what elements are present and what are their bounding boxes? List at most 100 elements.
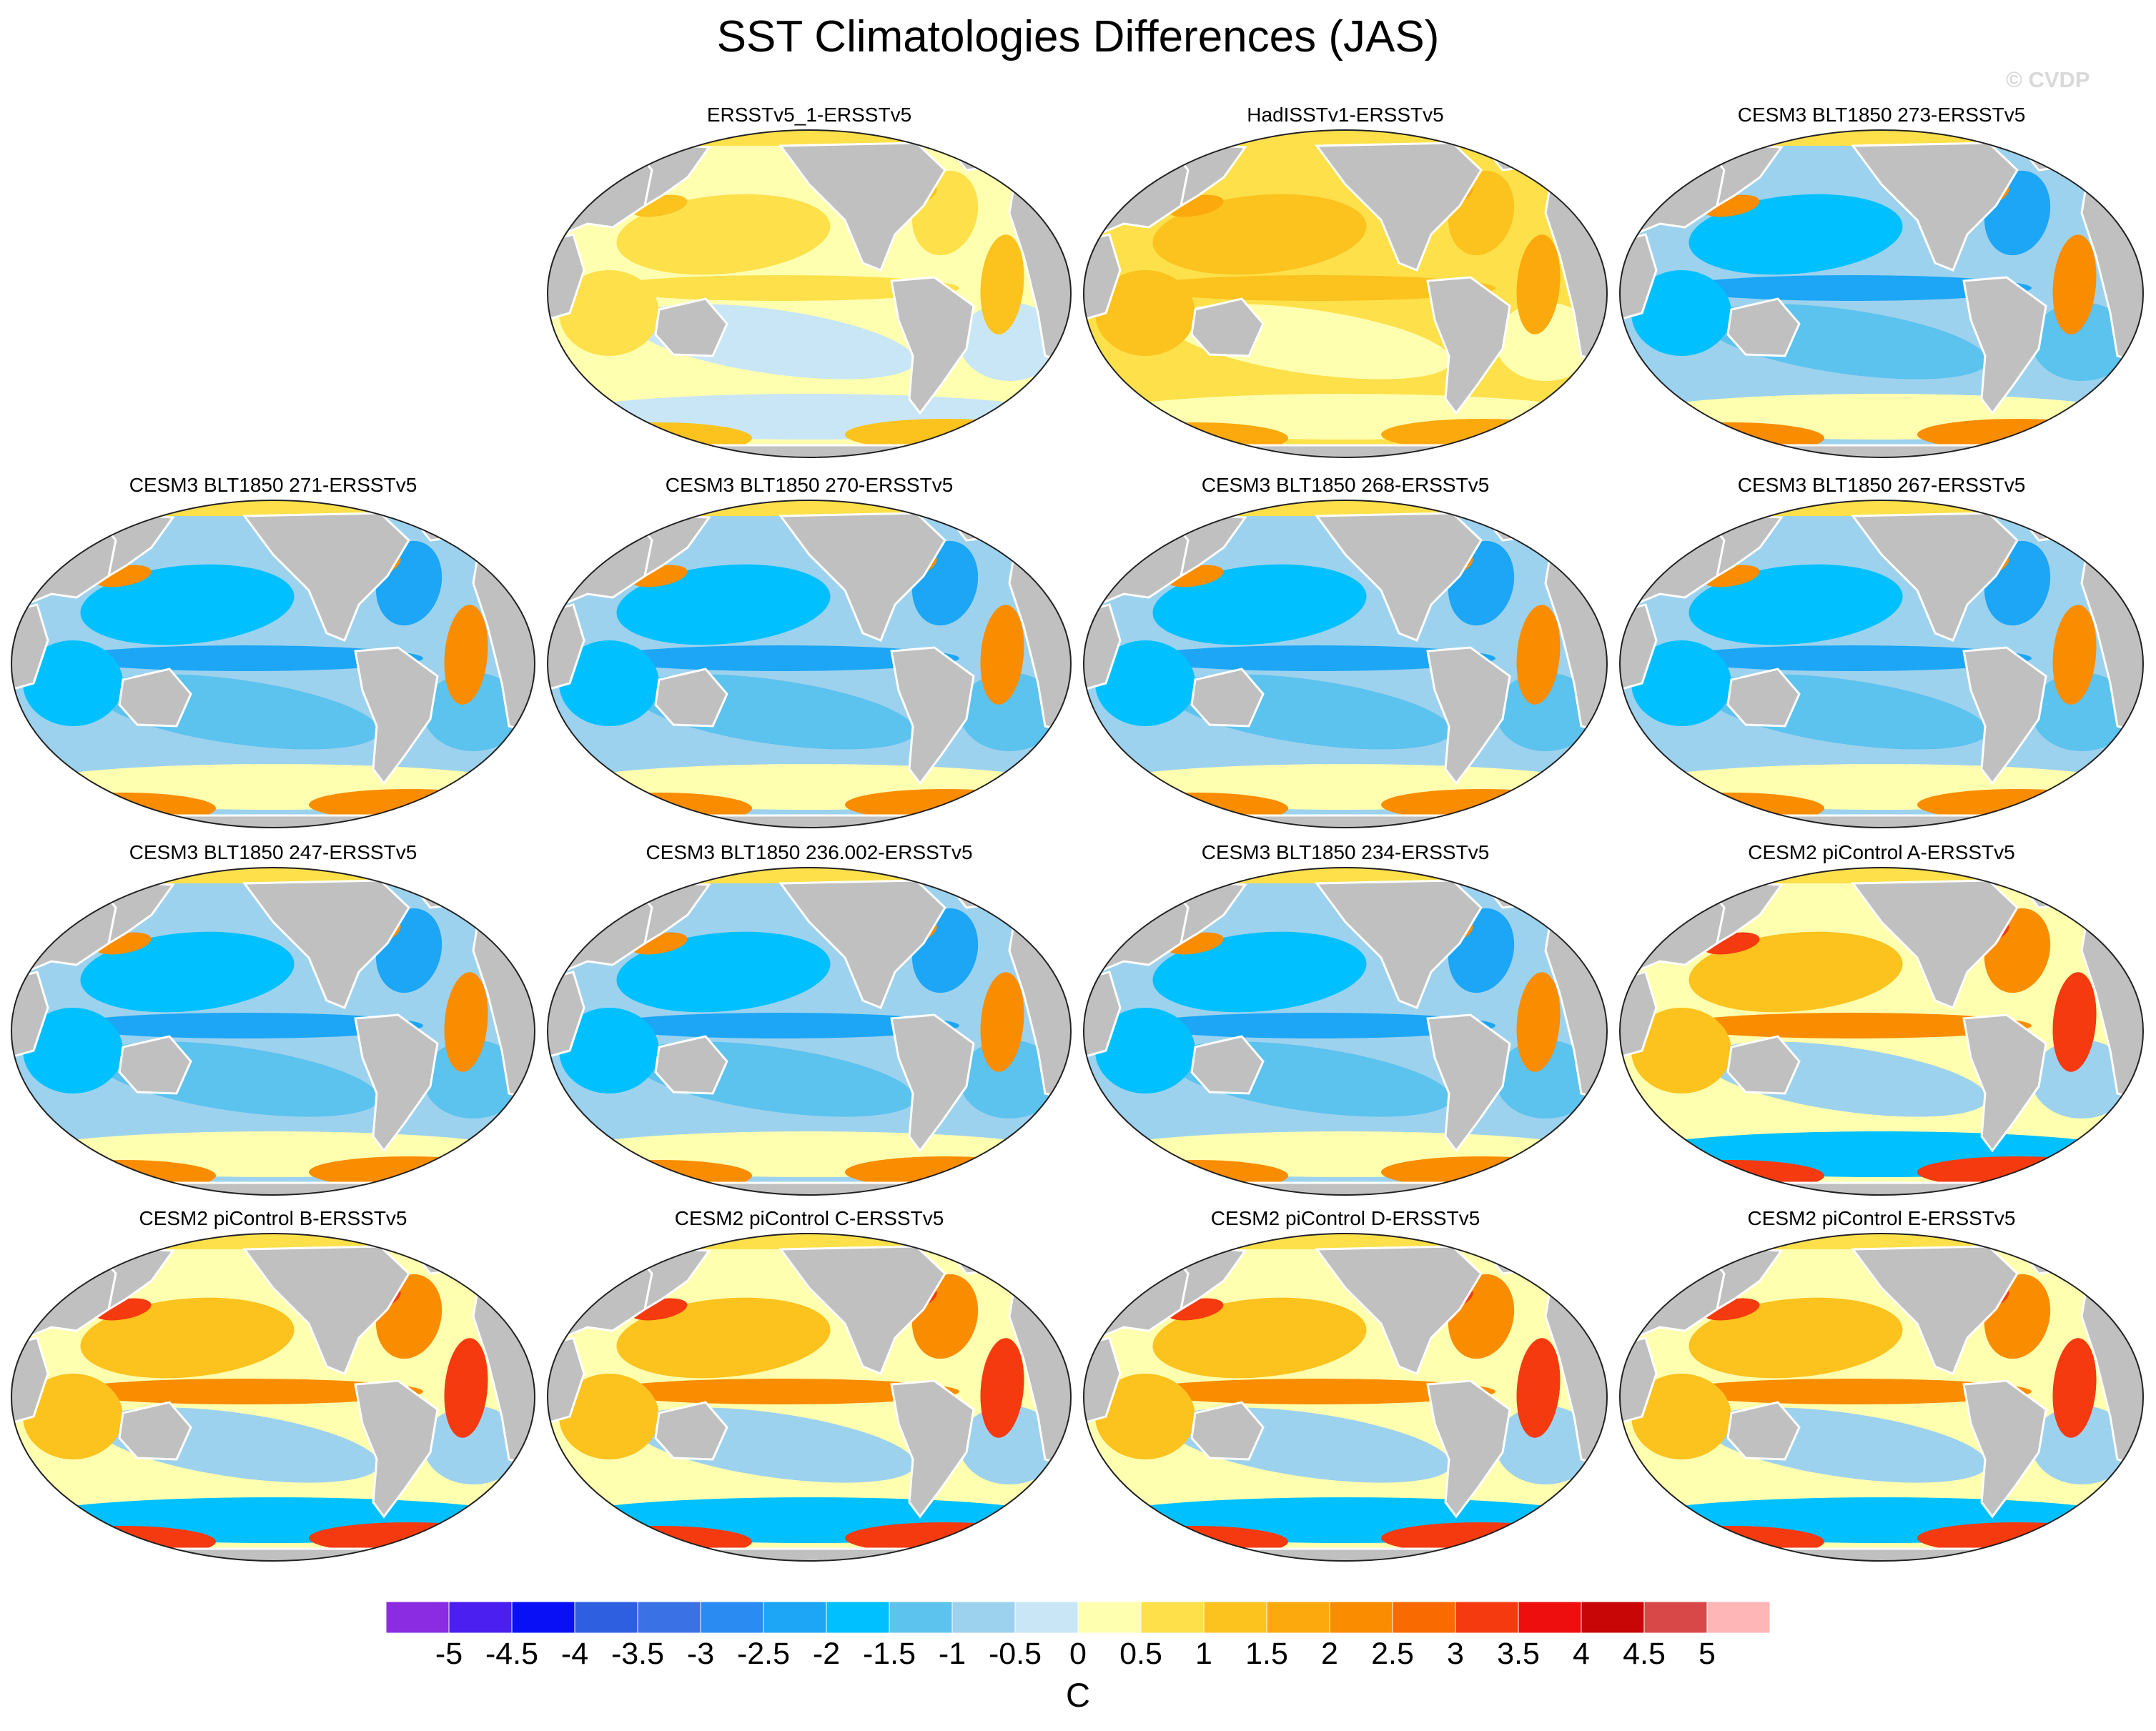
- map-border: [1083, 500, 1608, 828]
- colorbar-box: [574, 1601, 638, 1634]
- colorbar-box: [1706, 1601, 1770, 1634]
- north-pacific-anomaly: [1688, 564, 1903, 645]
- map-border: [1083, 867, 1608, 1196]
- sst-difference-map: [1083, 129, 1608, 458]
- indian-ocean-anomaly: [559, 1374, 659, 1459]
- map-border: [1083, 129, 1608, 458]
- colorbar: [386, 1601, 1770, 1634]
- land-south-america: [1962, 646, 2047, 785]
- sst-difference-map: [1083, 867, 1608, 1196]
- north-pacific-anomaly: [616, 931, 831, 1013]
- colorbar-box: [511, 1601, 575, 1634]
- colorbar-box: [1643, 1601, 1708, 1634]
- upwelling-anomaly: [444, 605, 488, 705]
- land-australia: [1190, 1035, 1265, 1095]
- panel-title: CESM3 BLT1850 273-ERSSTv5: [1737, 104, 2026, 126]
- colorbar-box: [1077, 1601, 1142, 1634]
- land-australia: [1726, 1401, 1801, 1461]
- equatorial-band: [1674, 1379, 2032, 1404]
- south-atlantic-anomaly: [1495, 673, 1596, 751]
- indian-ocean-anomaly: [23, 1008, 123, 1093]
- panel-title: HadISSTv1-ERSSTv5: [1247, 104, 1444, 126]
- colorbar-box: [1140, 1601, 1205, 1634]
- map-panel: CESM3 BLT1850 273-ERSSTv5: [1617, 103, 2146, 460]
- panel-title: CESM3 BLT1850 270-ERSSTv5: [665, 474, 954, 496]
- indian-ocean-anomaly: [1095, 1008, 1195, 1093]
- land-south-america: [354, 1379, 439, 1519]
- north-pacific-anomaly: [616, 194, 831, 275]
- colorbar-box: [951, 1601, 1016, 1634]
- land-south-america: [1426, 276, 1511, 415]
- southern-ocean-band: [552, 764, 1067, 810]
- map-panel: CESM3 BLT1850 267-ERSSTv5: [1617, 473, 2146, 830]
- map-border: [547, 1233, 1072, 1562]
- land-south-america: [1962, 1379, 2047, 1519]
- equatorial-band: [602, 1379, 959, 1404]
- indian-ocean-anomaly: [1631, 640, 1731, 726]
- map-panel: CESM2 piControl B-ERSSTv5: [9, 1206, 538, 1564]
- colorbar-tick-label: -0.5: [988, 1637, 1042, 1671]
- colorbar-tick-label: -1: [938, 1637, 966, 1671]
- north-pacific-anomaly: [80, 564, 295, 645]
- colorbar-tick-label: -4.5: [485, 1637, 539, 1671]
- equatorial-band: [1674, 645, 2032, 671]
- land-australia: [654, 297, 728, 357]
- colorbar-tick-label: -4: [560, 1637, 589, 1671]
- colorbar-labels: -5 -4.5 -4 -3.5 -3 -2.5 -2 -1.5 -1 -0.5 0 0.5 1 1.5 2 2…: [0, 1637, 2156, 1672]
- equatorial-band: [66, 645, 423, 671]
- southern-ocean-band: [1088, 764, 1603, 810]
- colorbar-tick-label: -2: [812, 1637, 841, 1671]
- southern-ocean-band: [1624, 394, 2139, 440]
- southern-ocean-band: [1088, 1497, 1603, 1543]
- southern-ocean-band: [1088, 1131, 1603, 1177]
- colorbar-tick-label: 0: [1069, 1637, 1087, 1671]
- land-south-america: [890, 276, 975, 415]
- indian-ocean-anomaly: [1095, 1374, 1195, 1459]
- southern-ocean-band: [16, 764, 530, 810]
- upwelling-anomaly: [2052, 972, 2097, 1072]
- colorbar-tick-label: -3: [686, 1637, 715, 1671]
- indian-ocean-anomaly: [1095, 270, 1195, 356]
- sst-difference-map: [1083, 500, 1608, 828]
- equatorial-band: [66, 1379, 423, 1404]
- colorbar-box: [1392, 1601, 1456, 1634]
- upwelling-anomaly: [1516, 605, 1561, 705]
- land-north-america: [242, 879, 410, 1009]
- southern-ocean-band: [1088, 394, 1603, 440]
- colorbar-box: [1329, 1601, 1393, 1634]
- map-panel: CESM3 BLT1850 270-ERSSTv5: [545, 473, 1074, 830]
- land-australia: [1190, 668, 1265, 728]
- colorbar-tick-label: -3.5: [610, 1637, 665, 1671]
- land-south-america: [1426, 646, 1511, 785]
- land-south-america: [1962, 1013, 2047, 1153]
- land-australia: [1726, 1035, 1801, 1095]
- colorbar-tick-label: 3.5: [1497, 1637, 1540, 1671]
- map-border: [1619, 500, 2144, 828]
- equatorial-band: [1674, 275, 2032, 301]
- land-australia: [118, 668, 192, 728]
- map-panel: CESM3 BLT1850 234-ERSSTv5: [1081, 840, 1610, 1198]
- south-atlantic-anomaly: [959, 302, 1059, 381]
- colorbar-units: C: [1066, 1676, 1090, 1714]
- land-australia: [118, 1035, 192, 1095]
- southern-ocean-band: [552, 1497, 1067, 1543]
- land-north-america: [1315, 142, 1483, 272]
- equatorial-band: [1138, 1013, 1495, 1038]
- south-atlantic-anomaly: [423, 1406, 523, 1484]
- indian-ocean-anomaly: [1631, 1374, 1731, 1459]
- upwelling-anomaly: [444, 972, 488, 1072]
- southern-ocean-band: [1624, 764, 2139, 810]
- land-north-america: [1851, 142, 2019, 272]
- panel-title: CESM2 piControl A-ERSSTv5: [1748, 841, 2015, 863]
- land-australia: [118, 1401, 192, 1461]
- land-north-america: [1851, 1245, 2019, 1375]
- south-atlantic-anomaly: [959, 1406, 1059, 1484]
- colorbar-tick-label: 2.5: [1371, 1637, 1414, 1671]
- colorbar-box: [1014, 1601, 1079, 1634]
- indian-ocean-anomaly: [559, 1008, 659, 1093]
- sst-difference-map: [547, 867, 1072, 1196]
- colorbar-box: [1203, 1601, 1267, 1634]
- land-south-america: [890, 1379, 975, 1519]
- map-panel: CESM2 piControl A-ERSSTv5: [1617, 840, 2146, 1198]
- land-australia: [654, 1035, 728, 1095]
